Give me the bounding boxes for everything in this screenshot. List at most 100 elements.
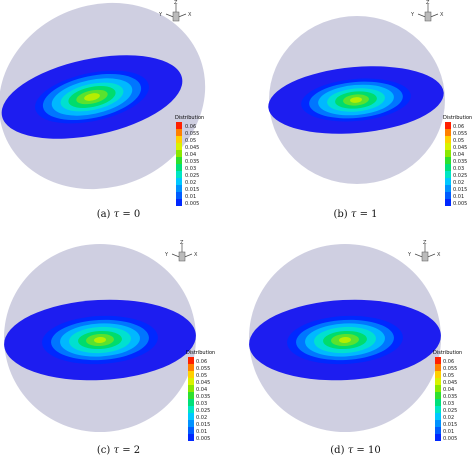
axis-x-label: X xyxy=(194,252,198,258)
legend-color-bar xyxy=(176,122,182,206)
distribution-disk xyxy=(268,66,444,134)
legend-tick: 0.04 xyxy=(185,152,196,158)
legend-tick: 0.04 xyxy=(443,387,454,393)
axis-z-label: Z xyxy=(174,0,178,6)
panel-caption: (a) τ = 0 xyxy=(0,209,237,220)
axis-z-label: Z xyxy=(423,240,427,246)
caption-value: = 10 xyxy=(356,445,381,456)
legend-title: Distribution xyxy=(186,350,215,356)
legend-tick: 0.06 xyxy=(196,359,207,365)
legend-tick: 0.015 xyxy=(443,422,457,428)
panel-caption: (b) τ = 1 xyxy=(237,209,474,220)
legend-tick: 0.025 xyxy=(443,408,457,414)
axis-z-label: Z xyxy=(426,0,430,6)
legend-tick: 0.01 xyxy=(196,429,207,435)
axis-y-label: Y xyxy=(407,252,412,258)
panel-a: Z X Y Distribution 0.06 0.055 0.05 0.045… xyxy=(0,0,237,227)
legend-tick: 0.02 xyxy=(453,180,464,186)
legend-tick: 0.045 xyxy=(453,145,467,151)
legend-tick: 0.03 xyxy=(185,166,196,172)
legend-tick: 0.04 xyxy=(196,387,207,393)
legend-tick: 0.01 xyxy=(185,194,196,200)
legend-tick: 0.015 xyxy=(185,187,199,193)
caption-tau: τ xyxy=(113,445,120,456)
legend-tick: 0.06 xyxy=(453,124,464,130)
panel-caption: (c) τ = 2 xyxy=(0,445,237,456)
legend-tick: 0.035 xyxy=(196,394,210,400)
legend-tick: 0.045 xyxy=(443,380,457,386)
legend-ticks: 0.06 0.055 0.05 0.045 0.04 0.035 0.03 0.… xyxy=(453,124,467,207)
legend-tick: 0.03 xyxy=(196,401,207,407)
legend-color-bar xyxy=(188,357,194,441)
legend-title: Distribution xyxy=(175,115,204,121)
legend-tick: 0.05 xyxy=(453,138,464,144)
caption-prefix: (b) xyxy=(333,209,348,220)
axes-triad: Z X Y xyxy=(410,0,444,22)
panel-caption: (d) τ = 10 xyxy=(237,445,474,456)
caption-prefix: (c) xyxy=(96,445,111,456)
legend-tick: 0.055 xyxy=(453,131,467,137)
legend-tick: 0.05 xyxy=(196,373,207,379)
caption-tau: τ xyxy=(113,209,120,220)
axis-x-label: X xyxy=(440,12,444,18)
axes-triad: Z X Y xyxy=(158,0,192,22)
legend-ticks: 0.06 0.055 0.05 0.045 0.04 0.035 0.03 0.… xyxy=(185,124,199,207)
legend-tick: 0.02 xyxy=(185,180,196,186)
distribution-disk xyxy=(249,299,441,381)
legend-color-bar xyxy=(445,122,451,206)
caption-prefix: (d) xyxy=(330,445,345,456)
panel-b: Z X Y Distribution 0.06 0.055 0.05 0.045… xyxy=(237,0,474,227)
axis-x-label: X xyxy=(437,252,441,258)
caption-tau: τ xyxy=(347,445,354,456)
legend-tick: 0.035 xyxy=(443,394,457,400)
legend-tick: 0.045 xyxy=(185,145,199,151)
axis-z-label: Z xyxy=(180,240,184,246)
legend-tick: 0.005 xyxy=(453,201,467,207)
legend-ticks: 0.06 0.055 0.05 0.045 0.04 0.035 0.03 0.… xyxy=(443,359,457,442)
legend-tick: 0.05 xyxy=(185,138,196,144)
legend-tick: 0.055 xyxy=(443,366,457,372)
caption-value: = 2 xyxy=(122,445,141,456)
legend-tick: 0.045 xyxy=(196,380,210,386)
legend-tick: 0.055 xyxy=(185,131,199,137)
legend-tick: 0.015 xyxy=(196,422,210,428)
axis-y-label: Y xyxy=(164,252,169,258)
panel-c: Z X Y Distribution 0.06 0.055 0.05 0.045… xyxy=(0,228,237,456)
legend-title: Distribution xyxy=(433,350,462,356)
legend-tick: 0.01 xyxy=(453,194,464,200)
legend-ticks: 0.06 0.055 0.05 0.045 0.04 0.035 0.03 0.… xyxy=(196,359,210,442)
caption-prefix: (a) xyxy=(96,209,111,220)
legend-tick: 0.025 xyxy=(196,408,210,414)
legend-tick: 0.01 xyxy=(443,429,454,435)
caption-value: = 0 xyxy=(122,209,141,220)
legend-tick: 0.05 xyxy=(443,373,454,379)
legend-tick: 0.005 xyxy=(196,436,210,442)
legend-tick: 0.015 xyxy=(453,187,467,193)
axes-triad: Z X Y xyxy=(407,240,441,262)
axes-triad: Z X Y xyxy=(164,240,198,262)
legend-tick: 0.025 xyxy=(185,173,199,179)
legend-tick: 0.035 xyxy=(185,159,199,165)
panel-a-figure: Z X Y Distribution 0.06 0.055 0.05 0.045… xyxy=(0,0,206,207)
legend-tick: 0.005 xyxy=(185,201,199,207)
legend-tick: 0.005 xyxy=(443,436,457,442)
legend-tick: 0.02 xyxy=(443,415,454,421)
panel-b-figure: Z X Y Distribution 0.06 0.055 0.05 0.045… xyxy=(268,0,472,207)
axis-y-label: Y xyxy=(158,12,163,18)
legend-tick: 0.055 xyxy=(196,366,210,372)
legend-tick: 0.03 xyxy=(443,401,454,407)
legend-title: Distribution xyxy=(443,115,472,121)
caption-value: = 1 xyxy=(359,209,378,220)
legend-tick: 0.025 xyxy=(453,173,467,179)
legend-tick: 0.02 xyxy=(196,415,207,421)
distribution-disk xyxy=(1,55,183,139)
legend-tick: 0.06 xyxy=(443,359,454,365)
panel-c-figure: Z X Y Distribution 0.06 0.055 0.05 0.045… xyxy=(4,240,215,442)
legend-tick: 0.035 xyxy=(453,159,467,165)
axis-x-label: X xyxy=(188,12,192,18)
axis-y-label: Y xyxy=(410,12,415,18)
caption-tau: τ xyxy=(350,209,357,220)
panel-d: Z X Y Distribution 0.06 0.055 0.05 0.045… xyxy=(237,228,474,456)
legend-tick: 0.06 xyxy=(185,124,196,130)
legend-color-bar xyxy=(435,357,441,441)
